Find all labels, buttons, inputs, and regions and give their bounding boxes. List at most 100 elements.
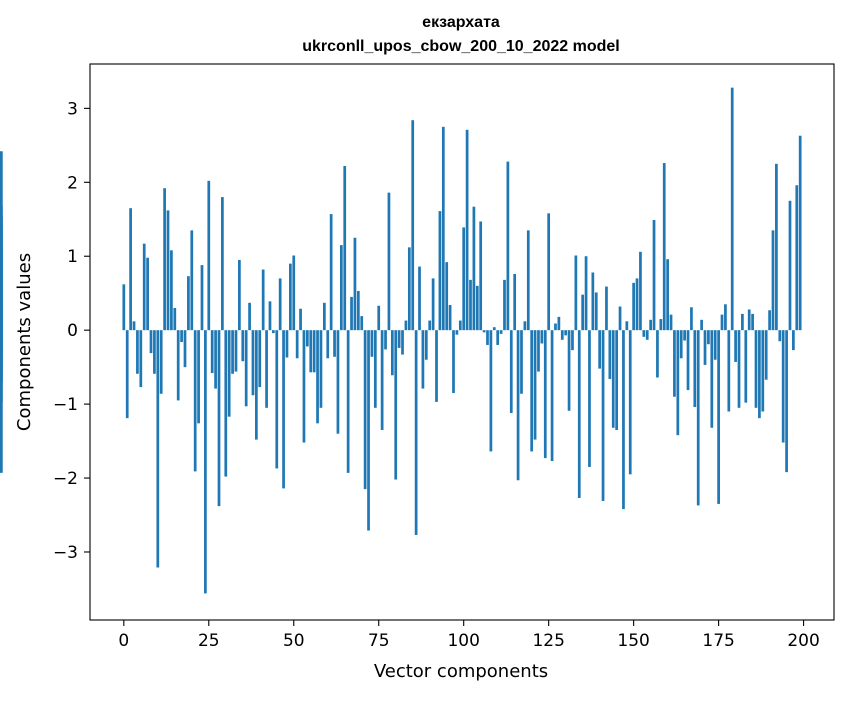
bar (741, 313, 744, 331)
y-tick-label: 1 (67, 247, 78, 267)
bar (713, 330, 717, 360)
bar (176, 330, 180, 401)
bar (509, 330, 513, 413)
bar (513, 273, 517, 331)
bar (703, 330, 707, 365)
bar (472, 206, 476, 331)
bar (384, 330, 387, 350)
bar (496, 330, 500, 345)
x-tick-label: 75 (368, 631, 390, 651)
bar (758, 330, 761, 419)
bar (258, 330, 262, 388)
bar (761, 330, 765, 412)
bar (679, 330, 683, 359)
bar (724, 304, 727, 331)
bar (0, 330, 3, 473)
bar (204, 330, 207, 594)
x-tick-label: 0 (118, 631, 129, 651)
bar (180, 330, 183, 342)
bar (370, 330, 374, 357)
bar (584, 256, 588, 331)
bar (768, 310, 771, 331)
bar (656, 330, 659, 378)
x-axis: 0 25 50 75 100 125 150 175 200 (118, 620, 820, 651)
bar (275, 330, 279, 469)
x-tick-label: 50 (283, 631, 305, 651)
bar (193, 330, 197, 472)
bar (265, 330, 268, 408)
bar (571, 330, 574, 351)
bar (588, 330, 591, 467)
bar (775, 163, 778, 331)
x-tick-label: 25 (198, 631, 220, 651)
bar (479, 221, 483, 331)
bar (397, 330, 401, 348)
bar (380, 330, 384, 430)
y-axis-label: Components values (14, 253, 35, 431)
bar (214, 330, 217, 389)
bar (642, 330, 646, 337)
bar (122, 284, 126, 331)
bar (560, 330, 564, 340)
bar (611, 330, 615, 428)
x-tick-label: 175 (702, 631, 734, 651)
bar (792, 330, 795, 351)
chart-title: екзархата (422, 14, 500, 31)
bar (622, 330, 625, 510)
bar (438, 211, 442, 331)
bar (652, 220, 656, 331)
bars-group (0, 87, 802, 594)
bar (350, 296, 353, 331)
bar (170, 250, 173, 331)
bar (696, 330, 700, 506)
bar (190, 230, 194, 331)
bar (316, 330, 319, 424)
bar (142, 243, 146, 331)
bar (173, 307, 177, 331)
bar (469, 279, 472, 331)
bar (482, 330, 486, 333)
bar (153, 330, 156, 374)
bar (197, 330, 200, 424)
bar (241, 330, 245, 362)
bar (771, 230, 775, 331)
bar (683, 330, 686, 341)
bar (217, 330, 221, 507)
bar (333, 330, 336, 357)
plot-frame (89, 63, 835, 621)
bar (268, 301, 272, 331)
bar (441, 126, 445, 331)
bar (557, 316, 561, 331)
bar (632, 282, 635, 331)
bar (764, 330, 768, 380)
bar (255, 330, 258, 440)
bar (353, 237, 357, 331)
bar (326, 330, 330, 359)
bar (751, 313, 754, 331)
bar (486, 330, 489, 345)
bar (693, 330, 697, 408)
bar (394, 330, 398, 480)
bar (700, 319, 703, 331)
bar (788, 200, 792, 331)
bar (346, 330, 350, 473)
bar (530, 330, 534, 452)
bar (319, 330, 323, 408)
bar (343, 166, 347, 331)
bar (615, 330, 619, 430)
bar (125, 330, 129, 419)
bar (163, 188, 166, 331)
bar (227, 330, 231, 417)
bar (305, 330, 309, 347)
x-axis-label: Vector components (374, 661, 548, 682)
bar (411, 120, 415, 331)
bar (401, 330, 404, 355)
bar (421, 330, 425, 389)
chart-subtitle: ukrconll_upos_cbow_200_10_2022 model (302, 38, 619, 55)
bar (224, 330, 228, 477)
bar (785, 330, 788, 473)
bar (499, 330, 503, 334)
y-tick-label: 2 (67, 173, 78, 193)
bar (322, 302, 326, 331)
